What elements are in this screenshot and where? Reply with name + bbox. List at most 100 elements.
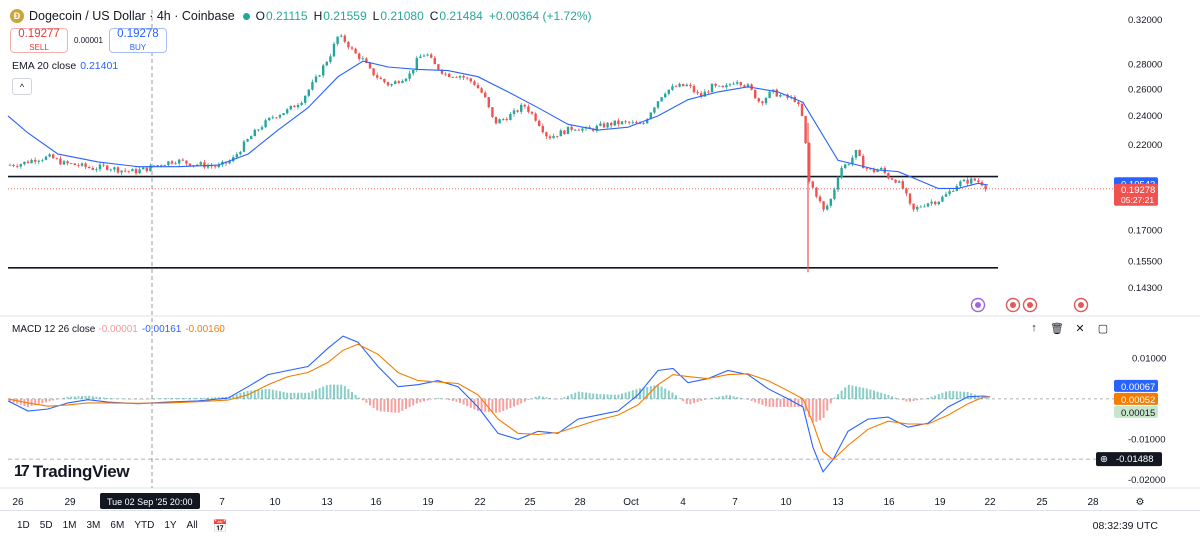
calendar-icon[interactable]: 📅 bbox=[212, 518, 228, 533]
range-1m[interactable]: 1M bbox=[62, 520, 77, 531]
candle-body bbox=[822, 201, 825, 210]
macd-histogram-bar bbox=[765, 398, 767, 407]
candle-body bbox=[163, 165, 166, 166]
candle-body bbox=[944, 194, 948, 197]
macd-histogram-bar bbox=[109, 398, 112, 399]
macd-histogram-bar bbox=[495, 398, 497, 413]
buy-button[interactable]: 0.19278 BUY bbox=[108, 28, 167, 53]
macd-histogram-bar bbox=[570, 394, 573, 399]
macd-histogram-bar bbox=[660, 386, 663, 399]
candle-body bbox=[538, 120, 541, 127]
macd-histogram-bar bbox=[909, 398, 911, 402]
range-ytd[interactable]: YTD bbox=[134, 520, 155, 531]
macd-histogram-bar bbox=[599, 394, 602, 399]
candle-body bbox=[761, 101, 764, 104]
candle-body bbox=[847, 164, 850, 166]
candle-body bbox=[206, 165, 210, 168]
macd-histogram-bar bbox=[84, 395, 87, 399]
candle-body bbox=[926, 203, 930, 207]
candle-body bbox=[858, 149, 861, 157]
candle-body bbox=[692, 86, 696, 93]
candle-body bbox=[181, 159, 184, 161]
candle-body bbox=[962, 179, 966, 182]
candle-body bbox=[959, 181, 962, 186]
range-all[interactable]: All bbox=[186, 520, 198, 531]
date-axis-label: 7 bbox=[219, 497, 225, 508]
ema-legend[interactable]: EMA 20 close 0.21401 bbox=[12, 60, 118, 72]
macd-histogram-bar bbox=[369, 398, 371, 406]
candle-body bbox=[656, 101, 660, 108]
symbol-title[interactable]: Dogecoin / US Dollar · 4h · Coinbase bbox=[29, 9, 235, 23]
candle-body bbox=[743, 85, 746, 87]
candle-body bbox=[419, 56, 422, 59]
spread-value: 0.00001 bbox=[74, 36, 103, 45]
candle-body bbox=[91, 168, 94, 170]
macd-histogram-bar bbox=[621, 393, 623, 399]
candle-body bbox=[570, 126, 573, 130]
candle-body bbox=[908, 193, 912, 204]
maximize-pane-icon[interactable]: ▢ bbox=[1097, 323, 1109, 335]
macd-histogram-bar bbox=[253, 390, 256, 399]
date-axis-label: 16 bbox=[370, 497, 382, 508]
utc-clock[interactable]: 08:32:39 UTC bbox=[1092, 519, 1158, 532]
candle-body bbox=[469, 78, 472, 82]
candle-body bbox=[952, 191, 955, 192]
sell-label: SELL bbox=[29, 42, 49, 52]
candle-body bbox=[736, 82, 739, 84]
macd-histogram-bar bbox=[354, 394, 357, 399]
macd-histogram-bar bbox=[725, 395, 728, 399]
price-axis-label: 0.22000 bbox=[1128, 140, 1162, 151]
macd-histogram-bar bbox=[99, 397, 101, 399]
sell-button[interactable]: 0.19277 SELL bbox=[10, 28, 68, 53]
market-status-icon bbox=[242, 12, 250, 20]
candle-body bbox=[520, 104, 523, 112]
macd-histogram-bar bbox=[984, 398, 987, 399]
macd-histogram-bar bbox=[613, 394, 616, 399]
candle-body bbox=[408, 73, 411, 79]
macd-histogram-bar bbox=[433, 398, 436, 399]
close-label: C bbox=[429, 9, 439, 23]
date-axis-label: 29 bbox=[64, 497, 76, 508]
collapse-legend-button[interactable]: ^ bbox=[12, 78, 32, 95]
macd-histogram-bar bbox=[855, 386, 857, 399]
range-6m[interactable]: 6M bbox=[110, 520, 125, 531]
range-1y[interactable]: 1Y bbox=[164, 520, 177, 531]
date-axis-label: 4 bbox=[680, 497, 686, 508]
candle-body bbox=[970, 178, 973, 184]
candle-body bbox=[116, 167, 120, 173]
candle-body bbox=[732, 83, 735, 85]
candle-body bbox=[635, 122, 638, 124]
macd-value-badge bbox=[1114, 379, 1158, 392]
range-1d[interactable]: 1D bbox=[17, 520, 30, 531]
add-alert-icon: ⊕ bbox=[1100, 454, 1108, 465]
macd-legend[interactable]: MACD 12 26 close -0.00001 -0.00161 -0.00160 bbox=[12, 324, 225, 335]
candle-body bbox=[217, 164, 220, 167]
tradingview-logo: 17 TradingView bbox=[14, 462, 130, 482]
macd-histogram-bar bbox=[549, 398, 551, 399]
delete-pane-icon[interactable]: 🗑 bbox=[1050, 323, 1064, 335]
candle-body bbox=[250, 136, 253, 140]
ema-legend-value: 0.21401 bbox=[80, 60, 119, 72]
macd-histogram-bar bbox=[264, 388, 267, 399]
macd-histogram-bar bbox=[199, 397, 202, 399]
collapse-pane-icon[interactable]: ✕ bbox=[1075, 323, 1085, 335]
macd-histogram-bar bbox=[865, 388, 868, 399]
macd-histogram-bar bbox=[955, 391, 958, 399]
candle-body bbox=[134, 169, 138, 174]
range-5d[interactable]: 5D bbox=[39, 520, 53, 531]
macd-histogram-bar bbox=[851, 385, 854, 399]
macd-histogram-bar bbox=[257, 389, 260, 399]
macd-histogram-bar bbox=[12, 398, 15, 403]
macd-histogram-bar bbox=[448, 398, 451, 401]
candle-body bbox=[916, 206, 919, 210]
range-3m[interactable]: 3M bbox=[86, 520, 101, 531]
macd-histogram-bar bbox=[703, 398, 706, 400]
macd-histogram-bar bbox=[48, 398, 51, 402]
candle-body bbox=[548, 136, 552, 139]
macd-histogram-bar bbox=[671, 392, 674, 399]
move-pane-up-icon[interactable]: ↑ bbox=[1031, 322, 1037, 334]
candle-body bbox=[376, 75, 379, 78]
candle-body bbox=[307, 89, 310, 96]
